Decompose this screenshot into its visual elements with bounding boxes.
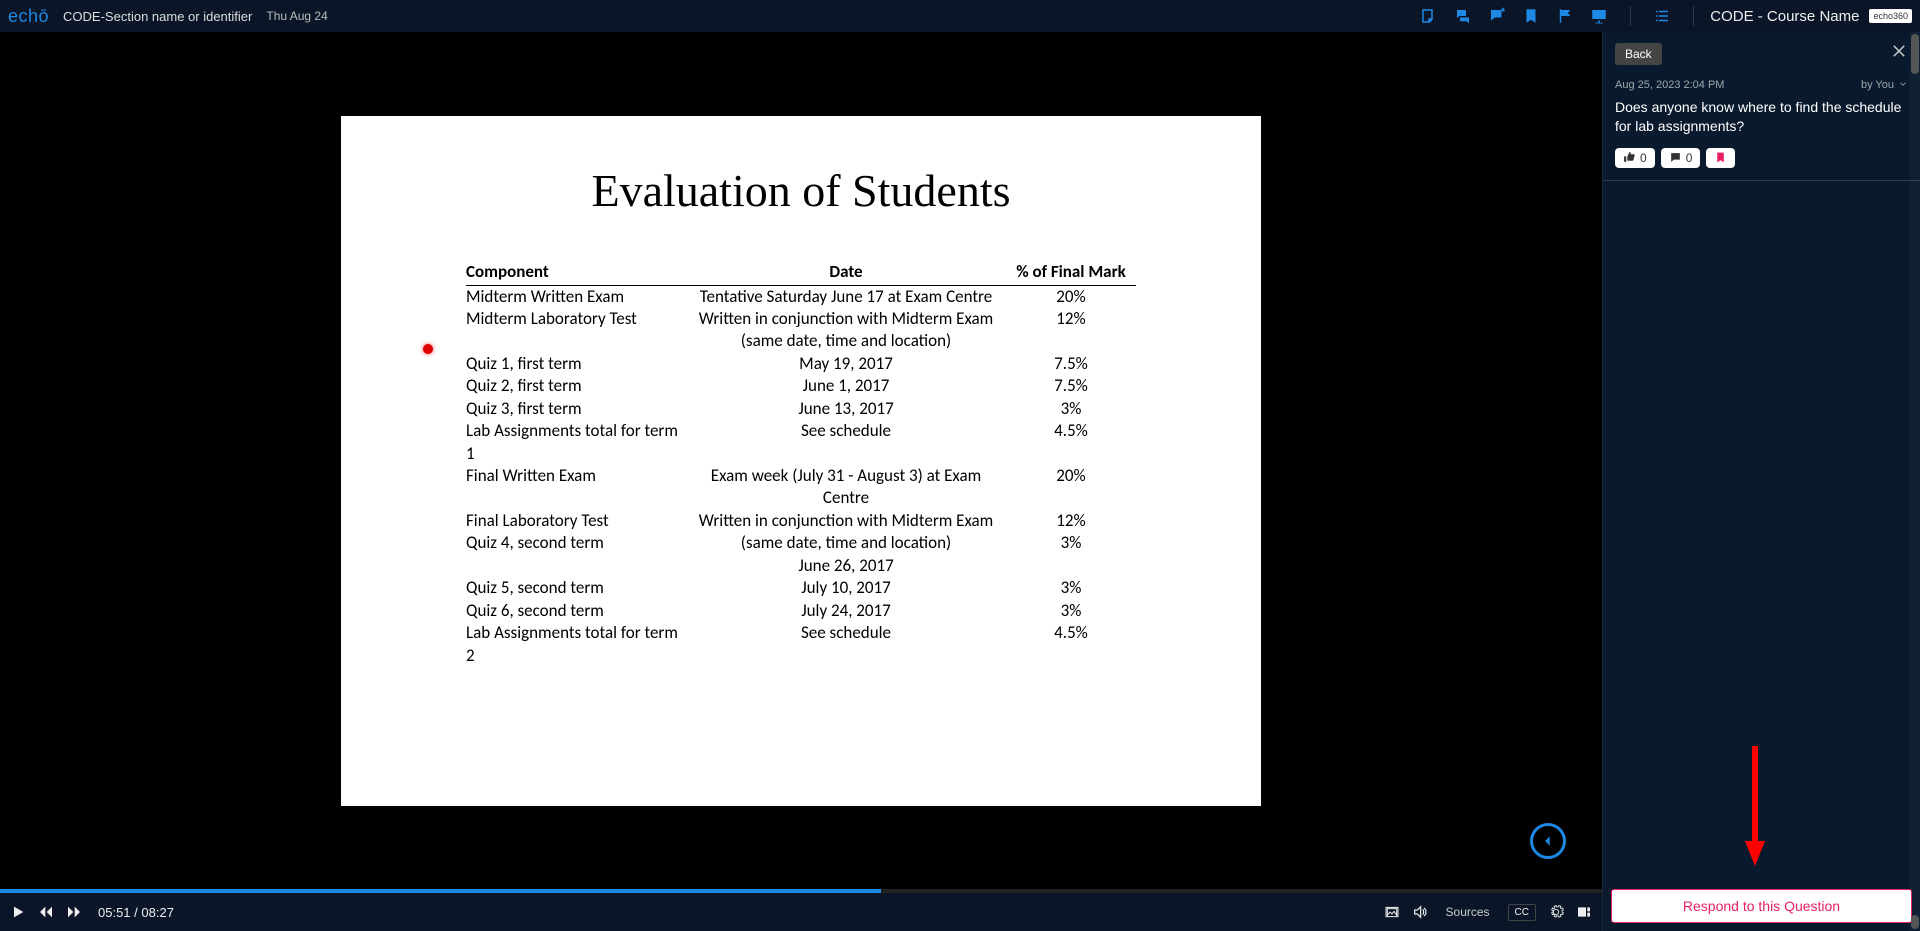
top-header: echō CODE-Section name or identifier Thu… (0, 0, 1920, 32)
course-name[interactable]: CODE - Course Name (1710, 8, 1859, 25)
list-icon[interactable] (1653, 7, 1671, 25)
prev-slide-button[interactable] (1530, 823, 1566, 859)
new-post-icon[interactable] (1488, 7, 1506, 25)
table-row: Quiz 6, second termJuly 24, 20173% (466, 600, 1136, 622)
volume-icon[interactable] (1412, 904, 1428, 920)
progress-bar[interactable] (0, 889, 1602, 893)
table-row: Midterm Written ExamTentative Saturday J… (466, 286, 1136, 308)
post-menu-caret[interactable] (1898, 79, 1908, 92)
table-row: Final Laboratory TestWritten in conjunct… (466, 510, 1136, 532)
forward-button[interactable] (66, 904, 82, 920)
transcript-icon[interactable] (1384, 904, 1400, 920)
table-row: Lab Assignments total for term 2See sche… (466, 622, 1136, 667)
echo-logo[interactable]: echō (8, 6, 49, 27)
table-row: June 26, 2017 (466, 555, 1136, 577)
bookmark-post-button[interactable] (1706, 148, 1735, 168)
flag-icon[interactable] (1556, 7, 1574, 25)
slide-content: Evaluation of Students Component Date % … (341, 116, 1261, 806)
layout-icon[interactable] (1576, 904, 1592, 920)
table-row: Quiz 5, second termJuly 10, 20173% (466, 577, 1136, 599)
respond-button[interactable]: Respond to this Question (1611, 889, 1912, 923)
post-author: by You (1861, 79, 1894, 92)
table-row: (same date, time and location) (466, 330, 1136, 352)
close-panel-button[interactable] (1890, 42, 1908, 65)
discussions-icon[interactable] (1454, 7, 1472, 25)
presentation-icon[interactable] (1590, 7, 1608, 25)
rewind-button[interactable] (38, 904, 54, 920)
comments-button[interactable]: 0 (1661, 148, 1701, 168)
time-display: 05:51 / 08:27 (98, 905, 174, 920)
thumbs-up-icon (1623, 151, 1636, 164)
bookmark-icon (1714, 151, 1727, 164)
post-body: Does anyone know where to find the sched… (1603, 94, 1920, 148)
notes-icon[interactable] (1420, 7, 1438, 25)
col-pct: % of Final Mark (1006, 261, 1136, 282)
table-row: Quiz 2, first termJune 1, 20177.5% (466, 375, 1136, 397)
col-date: Date (686, 261, 1006, 282)
settings-icon[interactable] (1548, 904, 1564, 920)
table-row: Quiz 3, first termJune 13, 20173% (466, 398, 1136, 420)
sources-button[interactable]: Sources (1440, 905, 1496, 919)
bookmark-icon[interactable] (1522, 7, 1540, 25)
echo360-badge[interactable]: echo360 (1869, 9, 1912, 23)
slide-title: Evaluation of Students (381, 164, 1221, 217)
table-row: Quiz 4, second term(same date, time and … (466, 532, 1136, 554)
laser-pointer (423, 344, 433, 354)
section-name[interactable]: CODE-Section name or identifier (63, 9, 252, 24)
annotation-arrow-icon (1740, 741, 1770, 871)
table-row: Quiz 1, first termMay 19, 20177.5% (466, 353, 1136, 375)
table-row: Lab Assignments total for term 1See sche… (466, 420, 1136, 465)
comment-icon (1669, 151, 1682, 164)
cc-button[interactable]: CC (1508, 904, 1536, 921)
play-button[interactable] (10, 904, 26, 920)
col-component: Component (466, 261, 686, 282)
lecture-date: Thu Aug 24 (266, 9, 327, 23)
table-row: Final Written ExamExam week (July 31 - A… (466, 465, 1136, 510)
like-button[interactable]: 0 (1615, 148, 1655, 168)
table-row: Midterm Laboratory TestWritten in conjun… (466, 308, 1136, 330)
back-button[interactable]: Back (1615, 43, 1662, 65)
page-scrollbar[interactable] (1910, 32, 1920, 931)
post-timestamp: Aug 25, 2023 2:04 PM (1615, 79, 1724, 92)
